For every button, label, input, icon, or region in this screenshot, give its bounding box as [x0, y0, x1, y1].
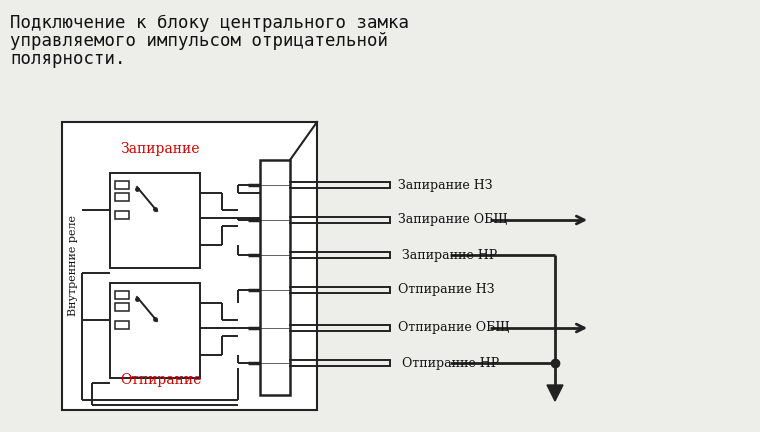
Text: Запирание: Запирание [120, 142, 199, 156]
Text: Запирание НР: Запирание НР [398, 248, 497, 261]
Polygon shape [547, 385, 563, 401]
Bar [115, 193, 129, 201]
Bar [115, 303, 129, 311]
Text: Отпирание ОБЩ: Отпирание ОБЩ [398, 321, 510, 334]
Text: Отпирание НЗ: Отпирание НЗ [398, 283, 495, 296]
Text: Запирание НЗ: Запирание НЗ [398, 178, 492, 191]
Bar [110, 283, 200, 378]
Bar [260, 160, 290, 395]
Text: Подключение к блоку центрального замка: Подключение к блоку центрального замка [10, 14, 409, 32]
Bar [115, 181, 129, 189]
Bar [115, 291, 129, 299]
Bar [110, 173, 200, 268]
Text: Запирание ОБЩ: Запирание ОБЩ [398, 213, 508, 226]
Text: управляемого импульсом отрицательной: управляемого импульсом отрицательной [10, 32, 388, 50]
Bar [62, 122, 317, 410]
Text: полярности.: полярности. [10, 50, 125, 68]
Text: Отпирание: Отпирание [120, 373, 201, 387]
Bar [115, 211, 129, 219]
Text: Внутренние реле: Внутренние реле [68, 216, 78, 317]
Bar [115, 321, 129, 329]
Text: Отпирание НР: Отпирание НР [398, 356, 499, 369]
